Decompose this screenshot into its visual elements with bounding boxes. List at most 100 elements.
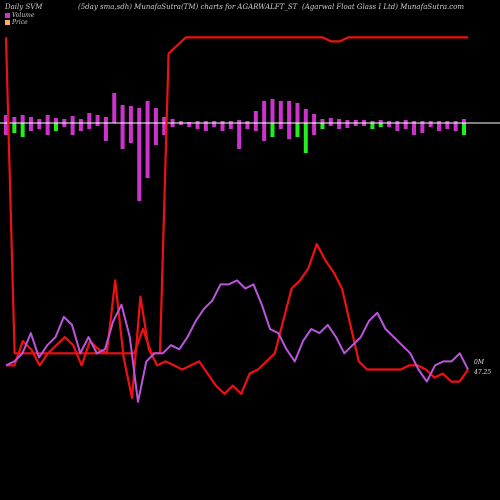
histogram-bar-up [37,119,42,123]
histogram-bar-down [153,123,158,145]
histogram-bar-up [170,119,175,123]
histogram-bar-up [195,121,200,123]
histogram-bar-down [212,123,217,127]
legend-price-swatch [5,20,10,25]
histogram-bar-down [412,123,417,135]
histogram-bar-down [403,123,408,129]
histogram-bar-up [178,121,183,123]
histogram-bar-down [128,123,133,143]
histogram-bar-up [378,120,383,123]
chart-title-middle: (5day sma,sdh) MunafaSutra(TM) charts fo… [78,3,298,11]
histogram-bar-up [20,115,25,123]
histogram-bar-down [303,123,308,153]
histogram-bar-up [62,119,67,123]
histogram-bar-down [287,123,292,139]
histogram-bar-up [87,113,92,123]
histogram-bar-up [278,101,283,123]
histogram-bar-up [412,121,417,123]
right-label-volume: 0M [474,359,485,366]
overlay-red-line [4,36,468,355]
histogram-bar-down [253,123,258,131]
histogram-bar-up [212,121,217,123]
histogram-bar-down [395,123,400,131]
legend-volume-swatch [5,13,10,18]
histogram-bar-down [95,123,100,126]
histogram-bar-down [320,123,325,129]
chart-title-left: Daily SVM [5,3,43,11]
histogram-bar-up [103,117,108,123]
histogram-bar-down [312,123,317,135]
volume-purple-line [5,279,469,403]
histogram-bar-up [120,105,125,123]
histogram-bar-down [178,123,183,125]
legend-volume-label: Volume [12,12,35,19]
histogram-bar-up [428,121,433,123]
histogram-bar-up [203,121,208,123]
histogram-bar-down [245,123,250,129]
histogram-bar-up [462,119,466,123]
histogram-bar-up [253,111,258,123]
histogram-bar-down [4,123,8,135]
histogram-bar-down [45,123,50,135]
histogram-bar-down [170,123,175,127]
histogram-bar-down [70,123,75,135]
histogram-bar-down [378,123,383,127]
legend-price-label: Price [12,19,28,26]
histogram-bar-up [403,120,408,123]
histogram-bar-up [395,121,400,123]
histogram-bar-up [12,117,17,123]
histogram-bar-down [37,123,42,129]
histogram-bar-up [162,117,167,123]
histogram-bar-up [128,106,133,123]
histogram-bar-down [162,123,167,135]
legend-price: Price [5,19,28,26]
histogram-bar-down [353,123,358,126]
histogram-bar-down [62,123,67,127]
price-red-line [6,242,469,399]
histogram-bar-down [195,123,200,129]
histogram-bar-up [312,114,317,123]
histogram-bar-up [303,109,308,123]
histogram-bar-up [437,121,442,123]
histogram-bar-up [78,119,83,123]
histogram-bar-down [28,123,33,131]
series-lines [4,36,469,403]
histogram-bar-down [87,123,92,129]
histogram-bar-down [78,123,83,131]
histogram-bar-up [370,121,375,123]
histogram-bar-down [328,123,333,126]
histogram-bar-down [12,123,17,133]
histogram-bar-down [362,123,367,126]
histogram-bar-up [328,118,333,123]
histogram-bar-up [287,101,292,123]
histogram-bar-up [362,120,367,123]
histogram-bar-up [270,99,275,123]
histogram-bar-up [445,121,450,123]
histogram-bar-down [220,123,225,131]
histogram-bar-up [420,121,425,123]
histogram-bar-down [428,123,433,127]
histogram-bar-up [245,121,250,123]
histogram-bar-down [187,123,192,127]
histogram-bar-up [4,115,8,123]
histogram-bar-down [453,123,458,131]
histogram-bar-down [420,123,425,133]
histogram-bar-up [153,108,158,123]
chart-title-right: (Agarwal Float Glass I Ltd) MunafaSutra.… [302,3,464,11]
histogram-bar-up [353,120,358,123]
right-label-price: 47.25 [473,369,491,376]
histogram-bar-down [228,123,233,129]
histogram-bar-down [103,123,108,141]
histogram-bar-down [437,123,442,131]
histogram-bar-down [270,123,275,137]
histogram-bar-down [462,123,466,135]
histogram-bar-down [145,123,150,178]
histogram-bar-up [337,119,342,123]
histogram-bar-up [45,115,50,123]
histogram-bar-up [145,101,150,123]
histogram-bar-up [453,121,458,123]
histogram-bar-up [228,121,233,123]
histogram-bar-up [262,101,267,123]
histogram-bar-up [137,108,142,123]
